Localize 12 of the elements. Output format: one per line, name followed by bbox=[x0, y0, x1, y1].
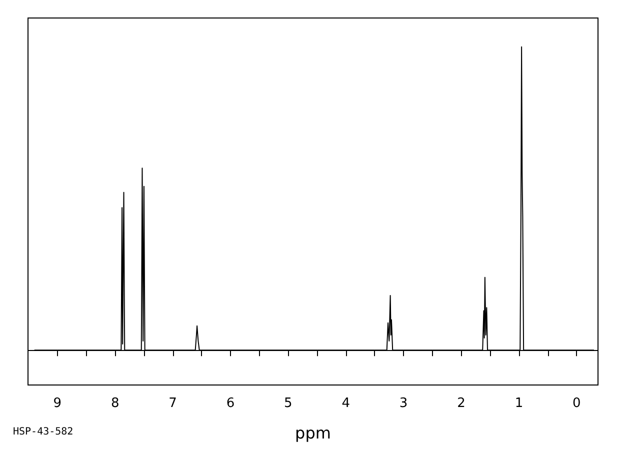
x-tick-label: 6 bbox=[226, 396, 235, 411]
x-tick-label: 8 bbox=[110, 396, 120, 411]
x-tick-label: 0 bbox=[572, 396, 581, 411]
text: HSP-43-582 bbox=[13, 426, 74, 438]
x-tick-label: 1 bbox=[514, 396, 524, 411]
x-tick-label: 4 bbox=[342, 396, 350, 411]
x-tick-label: 2 bbox=[457, 396, 466, 411]
x-axis-title: ppm bbox=[295, 424, 331, 442]
x-tick-label: 3 bbox=[399, 396, 408, 411]
x-tick-label: 7 bbox=[168, 396, 177, 411]
x-tick-label: 9 bbox=[53, 396, 62, 411]
x-tick-label: 5 bbox=[284, 396, 292, 411]
